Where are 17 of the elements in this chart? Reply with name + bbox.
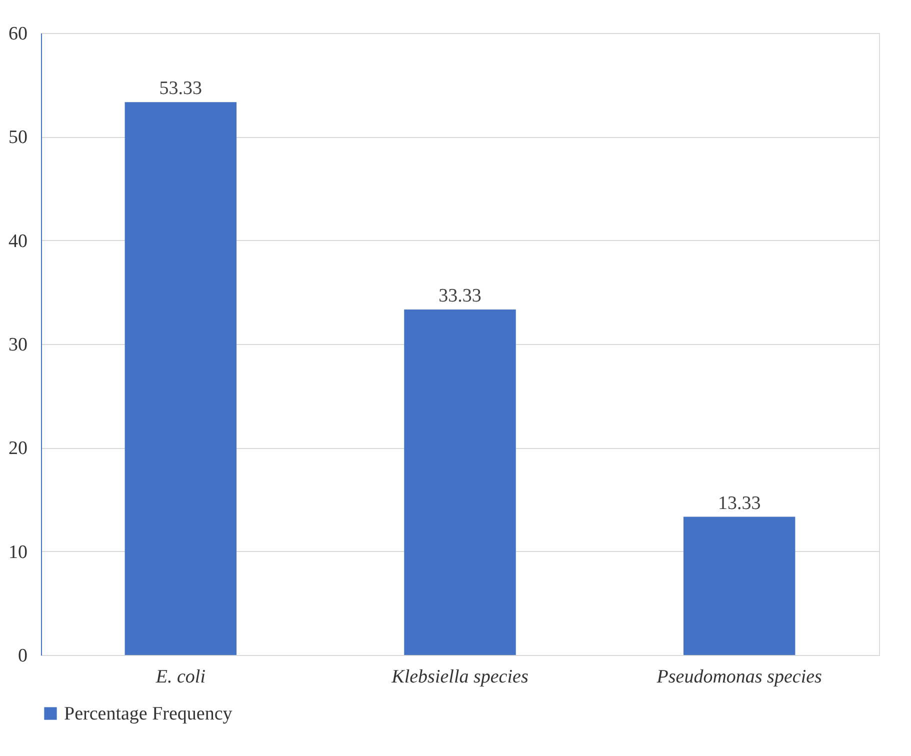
x-tick-label: Klebsiella species: [390, 666, 528, 688]
y-tick-label: 30: [8, 334, 28, 356]
y-tick-label: 0: [18, 646, 28, 666]
y-tick-label: 50: [8, 127, 28, 148]
bar: [404, 309, 516, 655]
legend-label: Percentage Frequency: [64, 704, 233, 724]
data-label: 53.33: [159, 78, 202, 100]
bar: [124, 102, 237, 655]
y-tick-label: 40: [8, 230, 28, 252]
data-label: 33.33: [438, 285, 482, 306]
data-label: 13.33: [718, 492, 761, 514]
x-tick-label: Pseudomonas species: [656, 666, 822, 688]
y-tick-label: 60: [8, 24, 28, 44]
bar: [683, 516, 796, 655]
x-tick-label: E. coli: [154, 666, 206, 688]
y-tick-label: 20: [8, 438, 28, 460]
y-tick-label: 10: [8, 542, 28, 563]
